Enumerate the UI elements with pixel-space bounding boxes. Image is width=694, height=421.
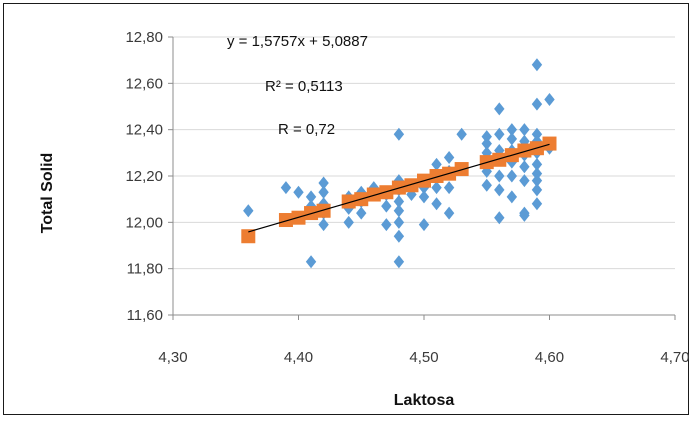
axes — [168, 36, 676, 320]
predicted-point — [542, 136, 557, 151]
observed-point — [531, 97, 543, 111]
observed-point — [519, 208, 530, 222]
x-axis-title: Laktosa — [394, 392, 455, 409]
observed-point — [531, 197, 543, 211]
predicted-point — [404, 178, 419, 193]
predicted-point — [517, 143, 532, 158]
x-tick-label: 4,60 — [535, 349, 564, 366]
y-tick-label: 12,00 — [125, 214, 163, 231]
observed-point — [519, 123, 530, 137]
observed-point — [506, 169, 518, 183]
observed-point — [443, 150, 455, 164]
trendline — [248, 143, 550, 233]
observed-point — [481, 137, 492, 151]
x-tick-label: 4,30 — [158, 349, 187, 366]
observed-point — [506, 123, 518, 137]
observed-point — [531, 167, 543, 181]
data-points — [241, 58, 557, 269]
r-squared-label: R² = 0,5113 — [265, 78, 343, 95]
observed-point — [494, 183, 505, 197]
observed-point — [531, 127, 543, 141]
tick-labels: 12,80 12,60 12,40 12,20 12,00 11,80 11,60 4,30 4… — [125, 29, 689, 366]
observed-point — [393, 194, 405, 208]
observed-point — [494, 127, 505, 141]
x-tick-label: 4,40 — [284, 349, 313, 366]
y-tick-label: 12,80 — [125, 29, 163, 46]
observed-point — [393, 229, 405, 243]
regression-equation: y = 1,5757x + 5,0887 — [227, 33, 368, 50]
y-tick-label: 12,60 — [125, 75, 163, 92]
observed-point — [393, 215, 405, 229]
observed-point — [494, 102, 505, 116]
predicted-point — [454, 162, 469, 177]
observed-point — [318, 176, 329, 190]
observed-point — [531, 183, 543, 197]
observed-point — [318, 185, 329, 199]
observed-point — [531, 157, 543, 171]
observed-point — [481, 178, 492, 192]
observed-point — [531, 174, 543, 188]
observed-point — [280, 181, 292, 195]
observed-point — [243, 204, 254, 218]
observed-point — [393, 255, 405, 269]
observed-point — [431, 197, 442, 211]
observed-point — [506, 190, 518, 204]
observed-point — [393, 127, 405, 141]
observed-point — [531, 58, 543, 72]
r-label: R = 0,72 — [278, 121, 335, 138]
observed-point — [381, 218, 392, 232]
observed-point — [305, 190, 317, 204]
observed-point — [494, 169, 505, 183]
y-tick-label: 12,40 — [125, 122, 163, 139]
observed-point — [343, 215, 354, 229]
observed-point — [519, 174, 530, 188]
observed-point — [305, 255, 317, 269]
observed-point — [544, 93, 555, 107]
observed-point — [418, 190, 430, 204]
observed-point — [418, 218, 430, 232]
observed-point — [431, 181, 442, 195]
predicted-point — [241, 229, 256, 244]
predicted-point — [316, 203, 331, 218]
observed-point — [519, 160, 530, 174]
predicted-point — [366, 187, 381, 202]
predicted-point — [429, 169, 444, 183]
observed-point — [293, 185, 304, 199]
predicted-point — [341, 194, 356, 209]
x-tick-label: 4,50 — [409, 349, 438, 366]
observed-point — [443, 206, 455, 220]
observed-point — [494, 211, 505, 225]
observed-point — [381, 199, 392, 213]
observed-point — [443, 181, 455, 195]
observed-point — [356, 206, 367, 220]
observed-point — [456, 127, 467, 141]
y-axis-title: Total Solid — [39, 153, 56, 234]
observed-point — [506, 132, 518, 146]
observed-point — [393, 204, 405, 218]
predicted-point — [492, 152, 507, 167]
x-tick-label: 4,70 — [660, 349, 689, 366]
y-tick-label: 12,20 — [125, 168, 163, 185]
y-tick-label: 11,60 — [127, 307, 163, 324]
predicted-point — [278, 213, 293, 228]
trendline-group — [248, 143, 550, 233]
observed-point — [481, 130, 492, 144]
observed-point — [318, 218, 329, 232]
observed-point — [431, 157, 442, 171]
y-tick-label: 11,80 — [127, 261, 163, 278]
